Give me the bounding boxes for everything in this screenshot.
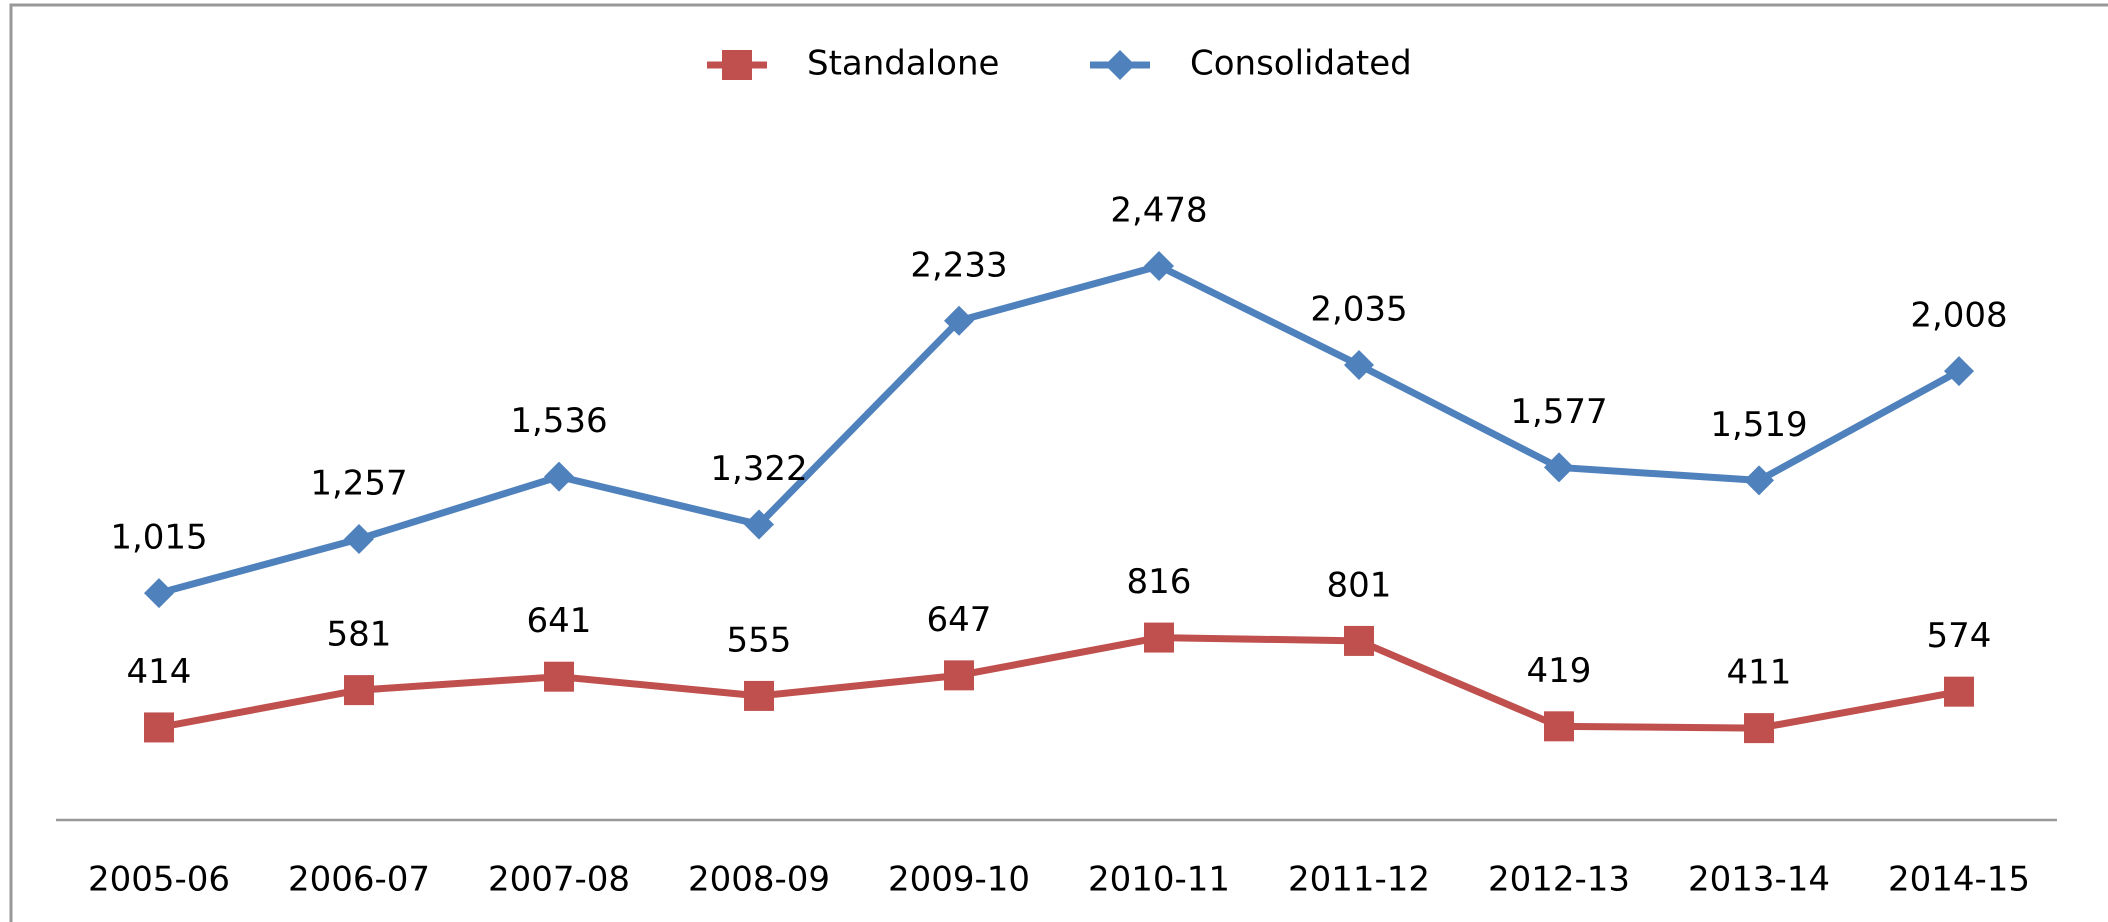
x-tick-label: 2011-12 (1288, 860, 1430, 900)
data-label: 2,233 (910, 245, 1007, 285)
data-label: 1,519 (1710, 405, 1807, 445)
data-label: 574 (1927, 616, 1992, 656)
data-label: 1,536 (510, 401, 607, 441)
series-line (158, 262, 1961, 597)
data-label: 581 (327, 615, 392, 655)
data-label: 1,322 (710, 449, 807, 489)
data-point (1944, 676, 1974, 707)
data-point (744, 680, 774, 711)
legend-marker (1105, 50, 1135, 80)
data-label: 1,577 (1510, 392, 1607, 432)
data-point (1944, 356, 1974, 387)
data-label: 2,478 (1110, 191, 1207, 231)
data-point (1744, 713, 1774, 744)
data-label: 411 (1727, 653, 1792, 693)
data-label: 647 (927, 600, 992, 640)
data-label: 1,015 (110, 518, 207, 558)
x-tick-label: 2008-09 (688, 860, 830, 900)
data-point (144, 712, 174, 743)
legend-label: Consolidated (1190, 44, 1412, 84)
x-tick-label: 2007-08 (488, 860, 630, 900)
data-point (1544, 452, 1574, 483)
x-tick-label: 2014-15 (1888, 860, 2030, 900)
x-tick-label: 2005-06 (88, 860, 230, 900)
data-point (1544, 711, 1574, 742)
data-point (544, 661, 574, 692)
x-tick-label: 2012-13 (1488, 860, 1630, 900)
data-label: 641 (527, 601, 592, 641)
data-point (344, 675, 374, 706)
x-tick-label: 2013-14 (1688, 860, 1830, 900)
data-label: 1,257 (310, 463, 407, 503)
data-point (144, 578, 174, 609)
data-point (1344, 625, 1374, 656)
legend-marker (722, 50, 752, 80)
data-point (344, 523, 374, 554)
data-point (1144, 251, 1174, 281)
x-tick-label: 2009-10 (888, 860, 1030, 900)
data-label: 801 (1327, 565, 1392, 605)
x-tick-label: 2010-11 (1088, 860, 1230, 900)
data-point (744, 509, 774, 540)
data-point (1344, 350, 1374, 381)
series-line (158, 634, 1960, 732)
data-label: 2,035 (1310, 290, 1407, 330)
data-point (544, 461, 574, 492)
data-label: 816 (1127, 562, 1192, 602)
data-label: 555 (727, 620, 792, 660)
data-label: 414 (127, 652, 192, 692)
data-point (1744, 465, 1774, 496)
legend-label: Standalone (807, 44, 999, 84)
data-point (944, 660, 974, 691)
data-label: 419 (1527, 651, 1592, 691)
data-point (944, 305, 974, 336)
x-tick-label: 2006-07 (288, 860, 430, 900)
data-label: 2,008 (1910, 296, 2007, 336)
chart-frame (9, 3, 2108, 922)
data-point (1144, 622, 1174, 653)
